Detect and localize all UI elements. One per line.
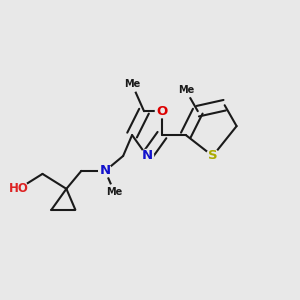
Text: N: N [100, 164, 111, 177]
Circle shape [155, 104, 169, 118]
Text: Me: Me [178, 85, 194, 95]
Text: Me: Me [124, 79, 140, 89]
Circle shape [124, 76, 140, 92]
Circle shape [206, 149, 220, 163]
Circle shape [9, 179, 28, 199]
Text: S: S [208, 149, 218, 163]
Text: N: N [142, 149, 153, 163]
Circle shape [178, 82, 194, 98]
Text: O: O [156, 105, 168, 118]
Text: HO: HO [9, 182, 28, 195]
Circle shape [140, 149, 154, 163]
Circle shape [98, 164, 112, 178]
Text: Me: Me [106, 187, 122, 197]
Circle shape [106, 184, 122, 200]
